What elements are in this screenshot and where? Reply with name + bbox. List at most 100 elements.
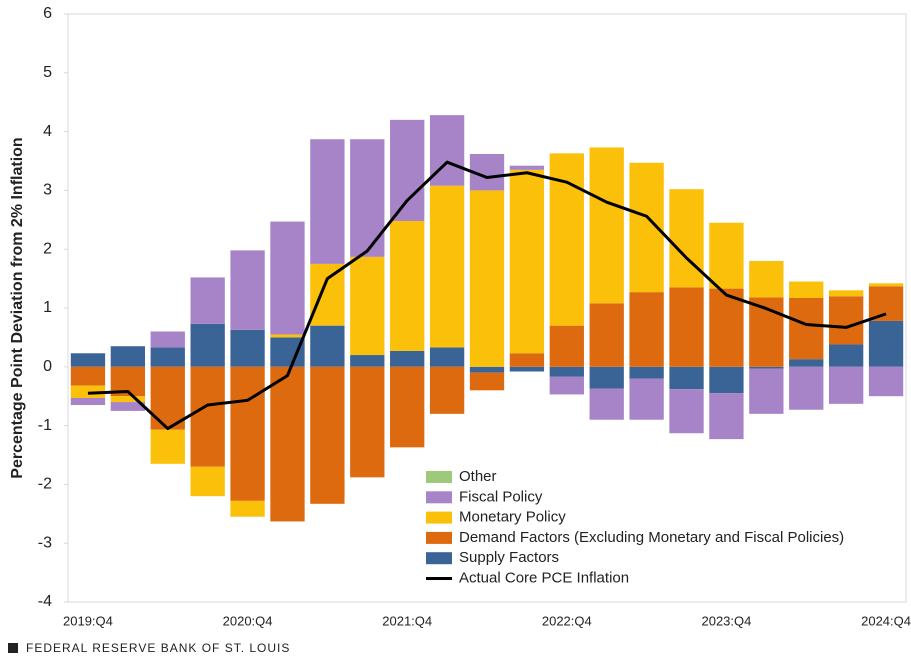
y-tick-label: -2 [38, 476, 52, 493]
bar-segment [469, 190, 505, 367]
y-tick-label: 0 [43, 358, 52, 375]
y-tick-label: 6 [43, 5, 52, 22]
bar-segment [190, 277, 225, 324]
bar-segment [110, 346, 146, 367]
bar-segment [789, 366, 824, 410]
legend-swatch [426, 491, 452, 504]
bar-segment [589, 147, 624, 304]
bar-segment [749, 260, 784, 298]
bar-segment [669, 189, 704, 288]
bar-segment [310, 139, 345, 264]
bar-segment [429, 185, 465, 348]
source: FEDERAL RESERVE BANK OF ST. LOUIS [26, 641, 290, 655]
y-tick-label: -3 [38, 534, 52, 551]
bar-segment [110, 396, 146, 403]
bar-segment [70, 397, 106, 406]
bar-segment [828, 344, 864, 367]
bar-segment [828, 296, 864, 345]
bar-segment [709, 222, 744, 289]
bar-segment [230, 500, 265, 517]
bar-segment [589, 303, 624, 367]
legend-label: Fiscal Policy [459, 488, 543, 505]
bar-segment [390, 119, 425, 221]
y-tick-label: 1 [43, 299, 52, 316]
legend-label: Supply Factors [459, 549, 559, 566]
bar-segment [350, 366, 385, 478]
bar-segment [469, 372, 505, 391]
bar-segment [509, 169, 545, 354]
bar-segment [589, 366, 624, 389]
bar-segment [709, 366, 744, 394]
bar-segment [70, 353, 106, 367]
bar-segment [469, 366, 505, 373]
bar-segment [110, 402, 146, 411]
bar-segment [789, 359, 824, 367]
bar-segment [828, 290, 864, 297]
legend-label: Actual Core PCE Inflation [459, 569, 629, 586]
bar-segment [749, 366, 784, 369]
legend-swatch [426, 531, 452, 544]
bar-segment [270, 337, 305, 367]
bar-segment [190, 323, 225, 367]
legend-swatch [426, 552, 452, 565]
x-tick-label: 2024:Q4 [861, 613, 911, 628]
bar-segment [350, 355, 385, 367]
bar-segment [669, 287, 704, 367]
bar-segment [390, 366, 425, 448]
bar-segment [150, 331, 185, 348]
bar-segment [429, 347, 465, 367]
legend-label: Monetary Policy [459, 509, 566, 526]
bar-segment [669, 389, 704, 434]
legend-label: Demand Factors (Excluding Monetary and F… [459, 529, 844, 546]
bar-segment [310, 325, 345, 367]
bar-segment [828, 366, 864, 404]
bar-segment [270, 334, 305, 338]
bar-segment [390, 350, 425, 367]
y-tick-label: 4 [43, 123, 52, 140]
bar-segment [150, 347, 185, 367]
bar-segment [509, 366, 545, 372]
bar-segment [549, 376, 584, 395]
bar-segment [230, 250, 265, 330]
y-tick-label: -4 [38, 593, 52, 610]
bar-segment [709, 393, 744, 440]
bar-segment [749, 368, 784, 414]
bar-segment [509, 165, 545, 170]
y-axis-label: Percentage Point Deviation from 2% Infla… [9, 137, 26, 478]
bar-segment [270, 366, 305, 522]
y-tick-label: 3 [43, 182, 52, 199]
bar-segment [70, 366, 106, 386]
legend-swatch [426, 471, 452, 483]
bar-segment [310, 366, 345, 504]
bar-segment [868, 286, 904, 321]
bar-segment [549, 325, 584, 367]
x-tick-label: 2020:Q4 [223, 613, 273, 628]
x-tick-label: 2021:Q4 [382, 613, 432, 628]
bar-segment [669, 366, 704, 390]
bar-segment [270, 221, 305, 335]
bar-segment [789, 281, 824, 299]
bar-segment [789, 298, 824, 360]
legend-label: Other [459, 468, 497, 485]
x-tick-label: 2023:Q4 [701, 613, 751, 628]
bar-segment [429, 366, 465, 414]
bar-segment [868, 320, 904, 367]
x-tick-label: 2019:Q4 [63, 613, 113, 628]
bar-segment [230, 329, 265, 367]
x-tick-label: 2022:Q4 [542, 613, 592, 628]
bar-segment [549, 366, 584, 377]
bar-segment [230, 366, 265, 501]
bar-segment [629, 366, 664, 379]
y-tick-label: 2 [43, 240, 52, 257]
line [87, 160, 887, 431]
bar-segment [629, 378, 664, 420]
bar-segment [589, 388, 624, 420]
bar-segment [150, 429, 185, 464]
bar-segment [310, 263, 345, 326]
y-tick-label: -1 [38, 417, 52, 434]
bar-segment [629, 292, 664, 367]
bar-segment [190, 366, 225, 467]
bar-segment [868, 366, 904, 397]
bar-segment [868, 283, 904, 287]
